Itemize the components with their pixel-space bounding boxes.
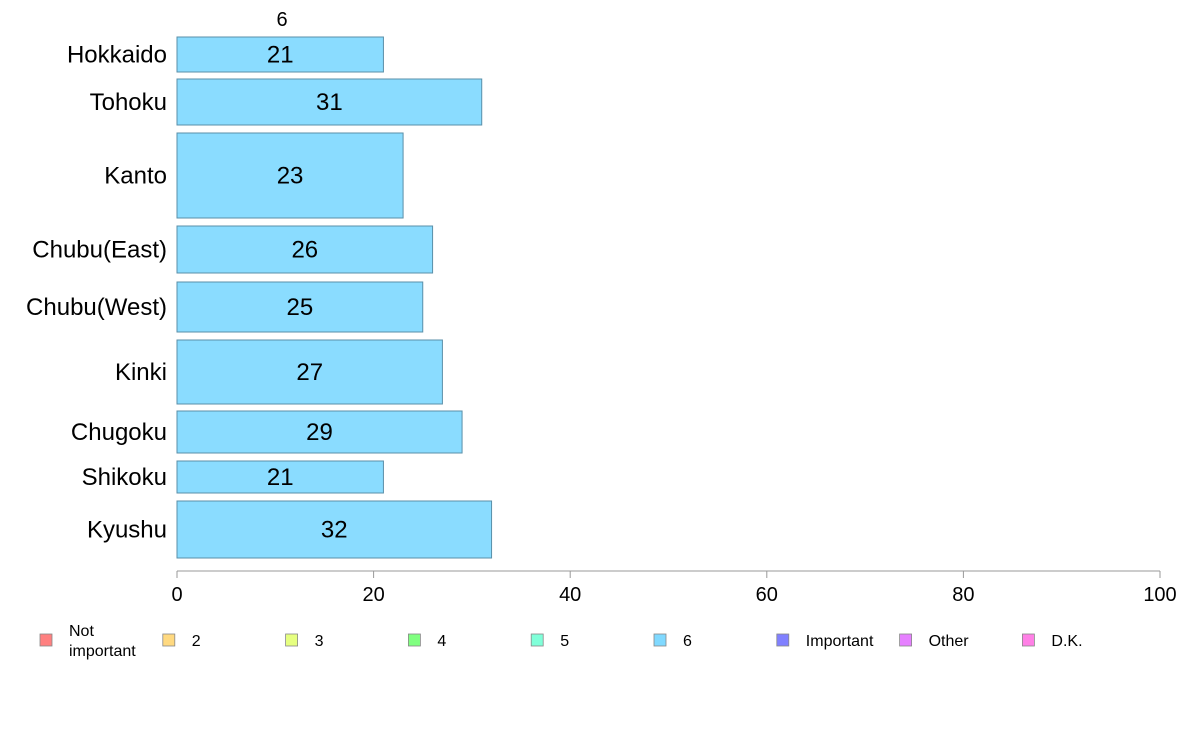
legend-swatch <box>899 633 912 647</box>
legend-label: Other <box>929 633 970 650</box>
data-label: 21 <box>267 42 294 69</box>
legend-swatch <box>653 633 667 647</box>
category-label: Shikoku <box>82 464 167 491</box>
legend-swatch <box>162 633 176 647</box>
legend-label: 4 <box>437 633 446 650</box>
data-label: 23 <box>277 163 304 190</box>
bar <box>176 225 434 274</box>
legend-swatch <box>407 633 421 647</box>
data-label: 26 <box>291 237 318 264</box>
legend-swatch <box>1022 633 1035 647</box>
x-axis: 0 20 40 60 80 100 <box>171 570 1177 606</box>
legend-swatch <box>285 633 299 647</box>
tick-label: 100 <box>1143 584 1176 606</box>
tick-label: 60 <box>756 584 778 606</box>
category-label: Kanto <box>104 163 167 190</box>
data-label: 32 <box>321 517 348 544</box>
bar <box>176 36 384 73</box>
data-label: 29 <box>306 419 333 446</box>
category-label: Kyushu <box>87 517 167 544</box>
data-label: 25 <box>287 294 314 321</box>
category-label: Chubu(West) <box>26 294 167 321</box>
legend-label-line: important <box>69 643 136 660</box>
category-label: Tohoku <box>90 89 167 116</box>
category-label: Kinki <box>115 359 167 386</box>
legend-swatch <box>39 633 53 647</box>
data-label: 21 <box>267 464 294 491</box>
bar <box>176 78 483 126</box>
legend-label: Important <box>806 633 874 650</box>
category-label: Chubu(East) <box>32 237 167 264</box>
tick-label: 40 <box>559 584 581 606</box>
legend-swatch <box>776 633 790 647</box>
bars-layer: Hokkaido 21 Tohoku 31 Kanto 23 Chubu(East) 26 Ch… <box>26 36 493 559</box>
tick-label: 20 <box>362 584 384 606</box>
data-label: 31 <box>316 89 343 116</box>
legend-swatch <box>530 633 544 647</box>
category-label: Hokkaido <box>67 42 167 69</box>
legend-label: 3 <box>315 633 324 650</box>
tick-label: 80 <box>952 584 974 606</box>
legend-label-line: Not <box>69 623 94 640</box>
column-label: 6 <box>276 9 287 31</box>
bar <box>176 132 404 219</box>
bar <box>176 339 443 405</box>
data-label: 27 <box>296 359 323 386</box>
legend-label: D.K. <box>1051 633 1082 650</box>
bar <box>176 410 463 454</box>
bar <box>176 281 424 333</box>
legend-label: 2 <box>192 633 201 650</box>
tick-label: 0 <box>171 584 182 606</box>
legend-label: Not important <box>69 623 136 660</box>
legend: Not important 2 3 4 5 6 Important Other D.K. <box>39 623 1083 660</box>
legend-label: 6 <box>683 633 692 650</box>
category-label: Chugoku <box>71 419 167 446</box>
bar <box>176 460 384 494</box>
bar <box>176 500 493 559</box>
legend-label: 5 <box>560 633 569 650</box>
